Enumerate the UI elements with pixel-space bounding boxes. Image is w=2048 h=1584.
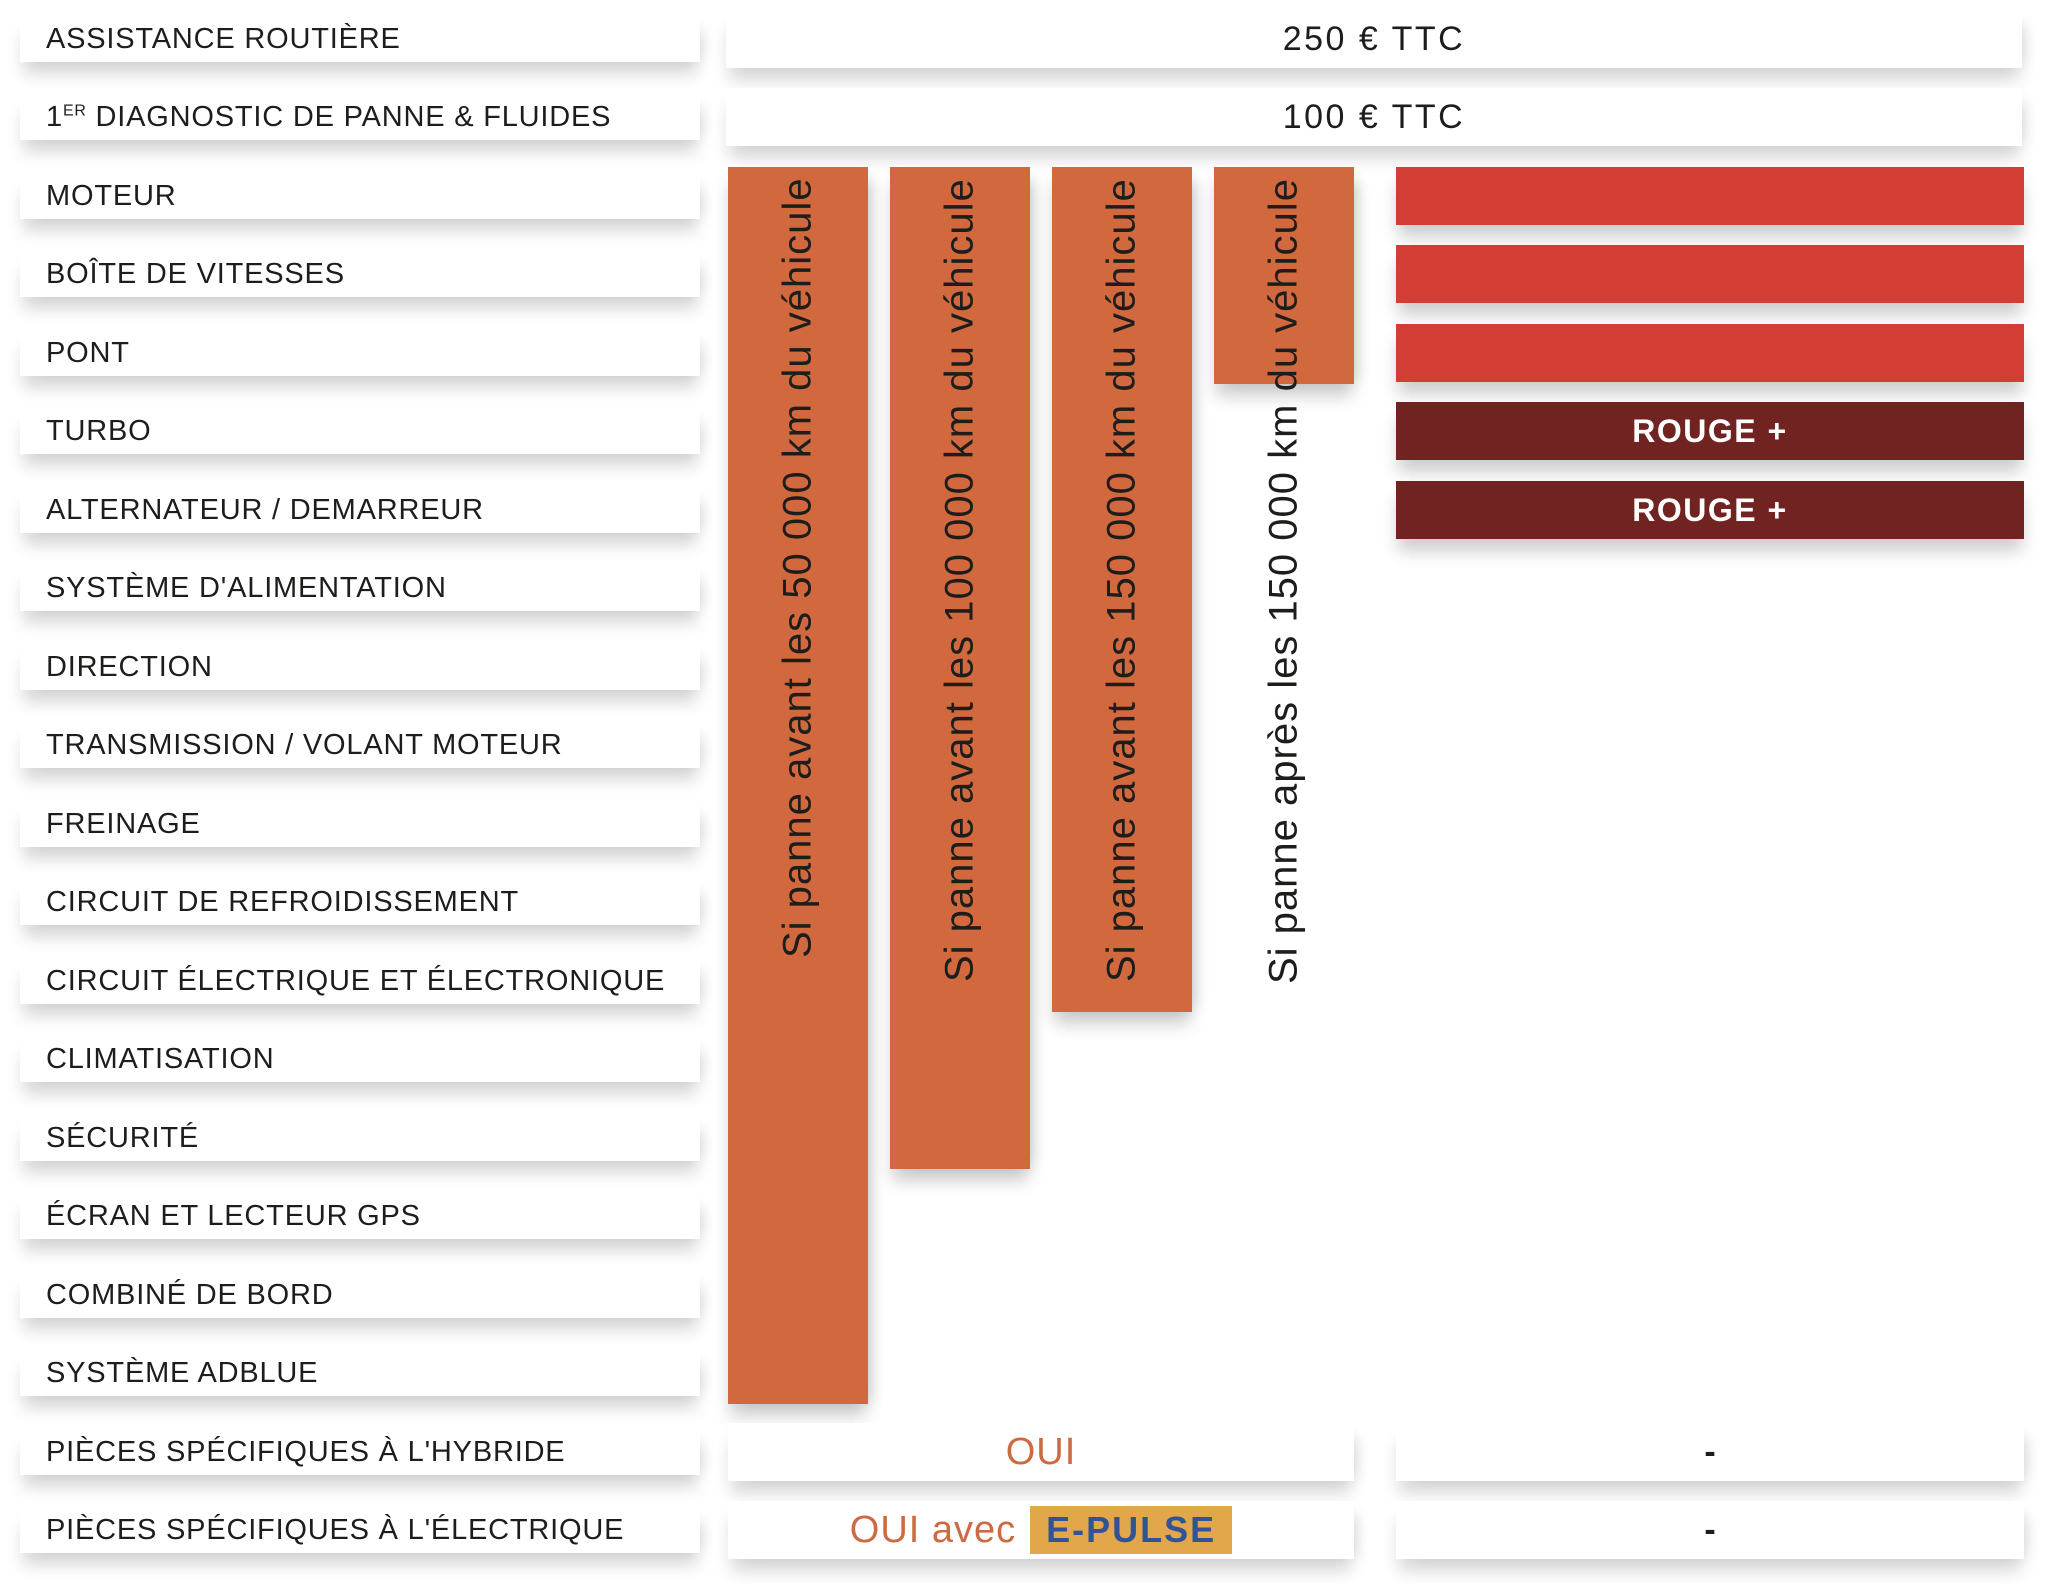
price-bar-diagnostic: 100 € TTC [726,88,2022,146]
row-label-systeme-alimentation: SYSTÈME D'ALIMENTATION [20,565,700,611]
red-bar-boite-de-vitesses [1396,245,2024,303]
coverage-column-text-apres-150000km: Si panne après les 150 000 km du véhicul… [1261,178,1306,984]
epulse-badge: E-PULSE [1030,1506,1233,1554]
row-label-text: PONT [46,336,130,369]
row-label-text: DIRECTION [46,650,213,683]
row-label-securite: SÉCURITÉ [20,1115,700,1161]
row-label-text: ÉCRAN ET LECTEUR GPS [46,1199,421,1232]
row-label-text: CIRCUIT ÉLECTRIQUE ET ÉLECTRONIQUE [46,964,666,997]
row-label-text: COMBINÉ DE BORD [46,1278,334,1311]
row-label-text: SYSTÈME ADBLUE [46,1356,319,1389]
row-label-text: MOTEUR [46,179,177,212]
coverage-column-text-50000km: Si panne avant les 50 000 km du véhicule [775,178,820,959]
row-label-circuit-refroidissement: CIRCUIT DE REFROIDISSEMENT [20,879,700,925]
row-label-text: TRANSMISSION / VOLANT MOTEUR [46,728,563,761]
row-label-text: FREINAGE [46,807,201,840]
row-label-pont: PONT [20,330,700,376]
row-label-direction: DIRECTION [20,644,700,690]
electrique-mid-cell: OUI avec E-PULSE [728,1501,1354,1559]
row-label-pieces-hybride: PIÈCES SPÉCIFIQUES À L'HYBRIDE [20,1429,700,1475]
hybride-mid-cell: OUI [728,1423,1354,1481]
row-label-alternateur-demarreur: ALTERNATEUR / DEMARREUR [20,487,700,533]
row-label-text: PIÈCES SPÉCIFIQUES À L'HYBRIDE [46,1435,566,1468]
red-bar-moteur [1396,167,2024,225]
dash-text: - [1704,1432,1716,1471]
rouge-plus-bar-turbo: ROUGE + [1396,402,2024,460]
row-label-text: CIRCUIT DE REFROIDISSEMENT [46,885,520,918]
dash-text: - [1704,1510,1716,1549]
coverage-column-50000km [728,167,868,1404]
row-label-text: TURBO [46,414,152,447]
row-label-text: BOÎTE DE VITESSES [46,257,345,290]
row-label-systeme-adblue: SYSTÈME ADBLUE [20,1350,700,1396]
row-label-turbo: TURBO [20,408,700,454]
oui-text: OUI [1005,1430,1077,1473]
row-label-boite-de-vitesses: BOÎTE DE VITESSES [20,251,700,297]
rouge-plus-bar-alternateur: ROUGE + [1396,481,2024,539]
row-label-circuit-electrique: CIRCUIT ÉLECTRIQUE ET ÉLECTRONIQUE [20,958,700,1004]
row-label-text: SYSTÈME D'ALIMENTATION [46,571,447,604]
coverage-column-150000km [1052,167,1192,1012]
price-bar-assistance: 250 € TTC [726,10,2022,68]
row-label-pieces-electrique: PIÈCES SPÉCIFIQUES À L'ÉLECTRIQUE [20,1507,700,1553]
row-label-text: 1ER DIAGNOSTIC DE PANNE & FLUIDES [46,100,612,133]
coverage-column-text-100000km: Si panne avant les 100 000 km du véhicul… [937,178,982,982]
coverage-column-100000km [890,167,1030,1169]
row-label-text: SÉCURITÉ [46,1121,200,1154]
row-label-assistance-routiere: ASSISTANCE ROUTIÈRE [20,16,700,62]
row-label-text: PIÈCES SPÉCIFIQUES À L'ÉLECTRIQUE [46,1513,625,1546]
price-value: 250 € TTC [1282,19,1466,58]
row-label-combine-de-bord: COMBINÉ DE BORD [20,1272,700,1318]
row-label-transmission-volant-moteur: TRANSMISSION / VOLANT MOTEUR [20,722,700,768]
row-label-ecran-lecteur-gps: ÉCRAN ET LECTEUR GPS [20,1193,700,1239]
price-value: 100 € TTC [1282,97,1466,136]
rouge-plus-label: ROUGE + [1632,412,1788,449]
rouge-plus-label: ROUGE + [1632,491,1788,528]
electrique-right-cell: - [1396,1501,2024,1559]
row-label-freinage: FREINAGE [20,801,700,847]
hybride-right-cell: - [1396,1423,2024,1481]
red-bar-pont [1396,324,2024,382]
coverage-column-apres-150000km [1214,167,1354,384]
row-label-text: ASSISTANCE ROUTIÈRE [46,22,401,55]
row-label-text: ALTERNATEUR / DEMARREUR [46,493,484,526]
oui-avec-text: OUI avec [849,1508,1017,1551]
row-label-diagnostic: 1ER DIAGNOSTIC DE PANNE & FLUIDES [20,94,700,140]
row-label-climatisation: CLIMATISATION [20,1036,700,1082]
row-label-text: CLIMATISATION [46,1042,275,1075]
row-label-moteur: MOTEUR [20,173,700,219]
coverage-column-text-150000km: Si panne avant les 150 000 km du véhicul… [1099,178,1144,982]
